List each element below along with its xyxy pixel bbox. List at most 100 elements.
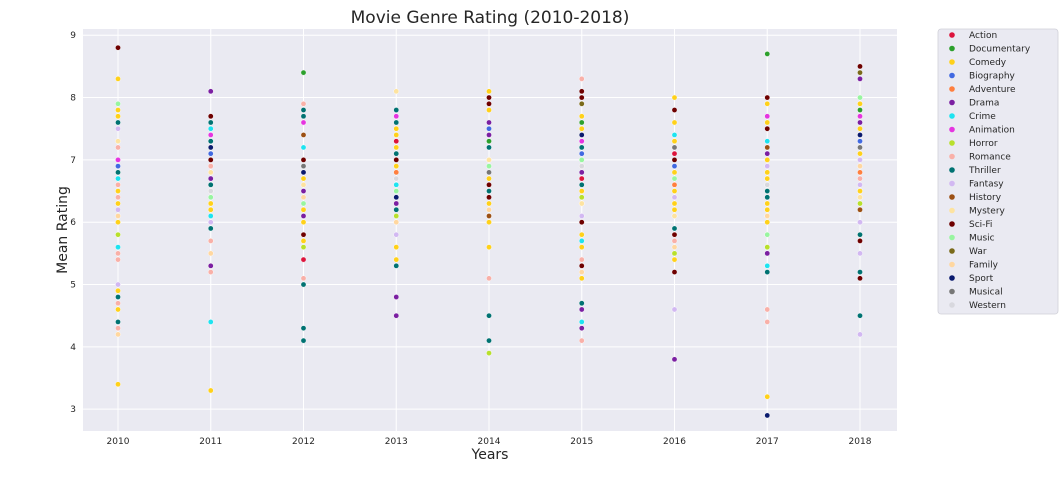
data-point-history bbox=[857, 206, 863, 213]
data-point-mystery bbox=[207, 169, 214, 176]
data-point-comedy bbox=[393, 144, 400, 151]
data-point-comedy bbox=[393, 132, 400, 138]
data-point-comedy bbox=[115, 107, 121, 113]
chart-title: Movie Genre Rating (2010-2018) bbox=[351, 8, 630, 28]
data-point-romance bbox=[115, 144, 121, 151]
data-point-mystery bbox=[393, 88, 400, 95]
data-point-fantasy bbox=[115, 281, 121, 288]
data-point-music bbox=[115, 100, 121, 107]
data-point-sci-fi bbox=[115, 44, 121, 51]
y-tick-label: 4 bbox=[70, 343, 76, 353]
data-point-romance bbox=[115, 194, 121, 201]
data-point-comedy bbox=[300, 238, 307, 244]
data-point-drama bbox=[300, 213, 307, 219]
data-point-action bbox=[393, 138, 400, 144]
data-point-thriller bbox=[486, 188, 492, 194]
data-point-sci-fi bbox=[393, 157, 400, 163]
data-point-sport bbox=[207, 144, 214, 151]
data-point-fantasy bbox=[207, 219, 214, 226]
data-point-comedy bbox=[115, 381, 121, 388]
data-point-family bbox=[857, 163, 863, 169]
data-point-music bbox=[857, 94, 863, 101]
legend-label: Mystery bbox=[969, 207, 1006, 217]
data-point-romance bbox=[207, 269, 214, 275]
data-point-comedy bbox=[764, 206, 771, 213]
legend-marker bbox=[949, 32, 955, 38]
data-point-comedy bbox=[300, 175, 307, 182]
data-point-music bbox=[486, 163, 492, 169]
y-tick-label: 7 bbox=[70, 156, 76, 166]
data-point-crime bbox=[393, 182, 400, 188]
data-point-thriller bbox=[393, 263, 400, 269]
data-point-thriller bbox=[486, 312, 492, 319]
data-point-thriller bbox=[207, 225, 214, 232]
data-point-animation bbox=[300, 119, 307, 126]
data-point-crime bbox=[578, 238, 585, 244]
data-point-western bbox=[578, 163, 585, 169]
data-point-comedy bbox=[764, 175, 771, 182]
data-point-drama bbox=[578, 306, 585, 313]
data-point-drama bbox=[207, 88, 214, 95]
data-point-romance bbox=[578, 256, 585, 263]
data-point-music bbox=[207, 194, 214, 201]
data-point-comedy bbox=[764, 219, 771, 226]
x-tick-label: 2011 bbox=[199, 437, 222, 447]
data-point-romance bbox=[671, 238, 678, 244]
data-point-drama bbox=[486, 132, 492, 138]
data-point-horror bbox=[671, 250, 678, 257]
data-point-thriller bbox=[393, 150, 400, 157]
data-point-comedy bbox=[115, 306, 121, 313]
legend-label: Western bbox=[969, 301, 1006, 311]
x-tick-label: 2015 bbox=[570, 437, 593, 447]
data-point-sci-fi bbox=[857, 275, 863, 282]
data-point-comedy bbox=[393, 125, 400, 132]
legend-marker bbox=[949, 180, 955, 187]
legend-marker bbox=[949, 140, 955, 146]
data-point-romance bbox=[764, 306, 771, 313]
data-point-horror bbox=[393, 213, 400, 219]
data-point-thriller bbox=[857, 231, 863, 238]
legend-label: Crime bbox=[969, 112, 996, 122]
data-point-sci-fi bbox=[207, 157, 214, 163]
data-point-crime bbox=[115, 175, 121, 182]
data-point-action bbox=[671, 150, 678, 157]
x-tick-label: 2013 bbox=[385, 437, 408, 447]
data-point-music bbox=[671, 175, 678, 182]
data-point-drama bbox=[393, 312, 400, 319]
data-point-family bbox=[764, 213, 771, 219]
legend-marker bbox=[949, 59, 955, 65]
data-point-comedy bbox=[486, 88, 492, 95]
legend-marker bbox=[949, 234, 955, 241]
data-point-comedy bbox=[764, 169, 771, 176]
data-point-documentary bbox=[578, 119, 585, 126]
data-point-crime bbox=[207, 319, 214, 325]
data-point-thriller bbox=[857, 269, 863, 275]
data-point-comedy bbox=[671, 94, 678, 101]
data-point-horror bbox=[486, 350, 492, 356]
data-point-romance bbox=[207, 238, 214, 244]
x-tick-label: 2017 bbox=[756, 437, 779, 447]
data-point-romance bbox=[115, 256, 121, 263]
data-point-thriller bbox=[486, 337, 492, 344]
legend-marker bbox=[949, 99, 955, 106]
data-point-fantasy bbox=[857, 331, 863, 338]
data-point-fantasy bbox=[671, 194, 678, 201]
data-point-thriller bbox=[764, 188, 771, 194]
data-point-western bbox=[393, 175, 400, 182]
data-point-music bbox=[764, 231, 771, 238]
legend-label: Biography bbox=[969, 72, 1016, 82]
data-point-comedy bbox=[578, 275, 585, 282]
data-point-thriller bbox=[300, 107, 307, 113]
data-point-mystery bbox=[578, 200, 585, 207]
data-point-thriller bbox=[857, 312, 863, 319]
data-point-sci-fi bbox=[300, 157, 307, 163]
data-point-sci-fi bbox=[857, 63, 863, 70]
data-point-comedy bbox=[300, 219, 307, 226]
legend-label: Comedy bbox=[969, 58, 1007, 68]
data-point-mystery bbox=[486, 157, 492, 163]
data-point-comedy bbox=[207, 206, 214, 213]
data-point-thriller bbox=[578, 144, 585, 151]
data-point-thriller bbox=[486, 144, 492, 151]
data-point-music bbox=[300, 200, 307, 207]
